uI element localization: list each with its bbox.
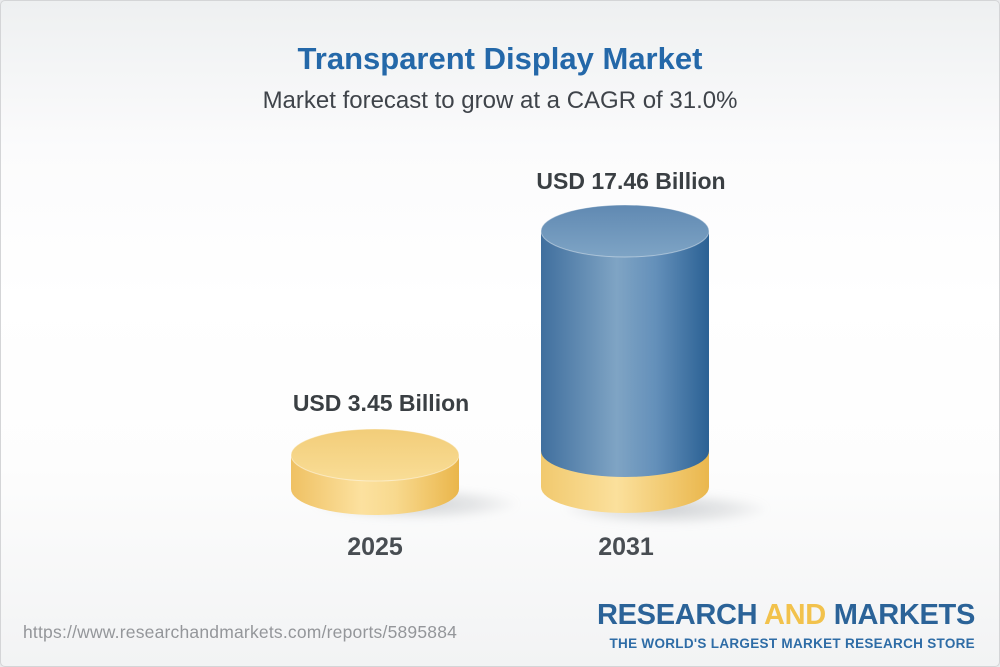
bar-cylinder-2025 bbox=[290, 428, 460, 515]
logo-word-markets: MARKETS bbox=[833, 599, 976, 631]
logo-tagline: THE WORLD'S LARGEST MARKET RESEARCH STOR… bbox=[609, 636, 975, 651]
logo-word-and: AND bbox=[764, 599, 826, 631]
logo-word-research: RESEARCH bbox=[596, 599, 758, 631]
axis-label-2031: 2031 bbox=[598, 533, 654, 561]
research-and-markets-logo: RESEARCH AND MARKETS THE WORLD'S LARGEST… bbox=[597, 601, 975, 651]
axis-label-2025: 2025 bbox=[347, 533, 403, 561]
value-label-2031: USD 17.46 Billion bbox=[536, 168, 726, 194]
logo-wordmark: RESEARCH AND MARKETS bbox=[597, 601, 975, 630]
page-title: Transparent Display Market bbox=[297, 41, 703, 76]
report-url: https://www.researchandmarkets.com/repor… bbox=[23, 622, 458, 642]
page-subtitle: Market forecast to grow at a CAGR of 31.… bbox=[262, 87, 738, 114]
bar-cylinder-2031 bbox=[540, 204, 710, 513]
value-label-2025: USD 3.45 Billion bbox=[292, 390, 470, 416]
